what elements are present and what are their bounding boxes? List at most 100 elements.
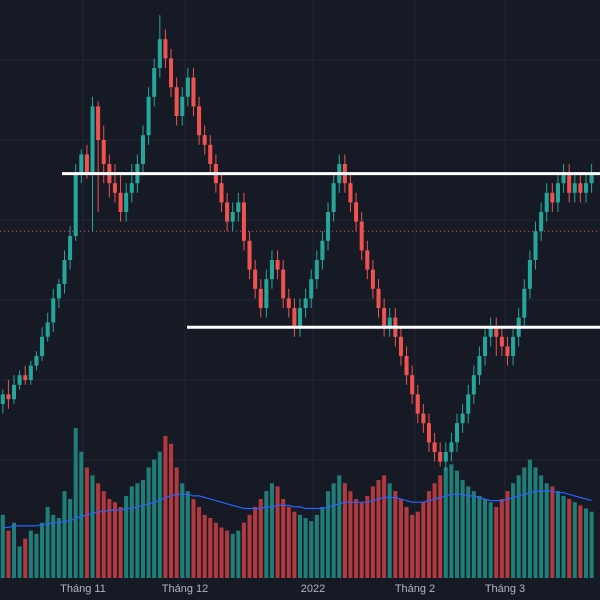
volume-bar — [180, 483, 185, 578]
volume-bar — [163, 435, 168, 578]
volume-bar — [561, 495, 566, 578]
candle-body — [550, 192, 555, 203]
candle-body — [426, 423, 431, 443]
candle — [404, 346, 409, 385]
candle-body — [68, 236, 73, 260]
candle-body — [269, 260, 274, 280]
volume-bar — [348, 491, 353, 578]
candle-body — [370, 269, 375, 289]
candle — [432, 432, 437, 462]
candle-body — [96, 106, 101, 140]
candle — [370, 260, 375, 299]
candle-body — [191, 77, 196, 107]
volume-bar — [197, 506, 202, 578]
volume-bar — [79, 451, 84, 578]
candle-body — [320, 240, 325, 260]
candle — [314, 250, 319, 289]
candle — [90, 96, 95, 232]
candle — [112, 164, 117, 203]
candle — [398, 327, 403, 366]
candle — [326, 202, 331, 251]
candle — [129, 164, 134, 203]
candle — [56, 279, 61, 308]
candle — [73, 164, 78, 241]
candle — [40, 327, 45, 361]
volume-bar — [51, 514, 56, 578]
candle-body — [34, 356, 39, 366]
candle-body — [157, 39, 162, 68]
candle-body — [281, 269, 286, 299]
candle-body — [578, 183, 583, 193]
candle-body — [443, 452, 448, 462]
volume-bar — [488, 502, 493, 578]
volume-bar — [12, 522, 17, 578]
volume-bar — [342, 483, 347, 578]
candle — [0, 389, 5, 414]
candle-body — [527, 260, 532, 289]
candle — [197, 96, 202, 145]
candle — [454, 413, 460, 452]
candle-body — [589, 173, 594, 184]
candle-body — [28, 365, 33, 380]
candle — [539, 202, 544, 241]
volume-bar — [297, 514, 303, 578]
candle — [348, 173, 353, 212]
candle-body — [382, 308, 387, 328]
candle-body — [40, 336, 45, 356]
candle — [219, 173, 224, 212]
candle-body — [331, 183, 336, 212]
volume-bar — [354, 499, 359, 578]
volume-bar — [550, 486, 555, 578]
candle — [572, 173, 577, 203]
candle — [140, 125, 146, 174]
volume-bar — [359, 502, 364, 578]
candle-body — [454, 423, 460, 443]
candle-body — [197, 106, 202, 136]
volume-bar — [387, 483, 392, 578]
volume-bar — [415, 511, 420, 578]
volume-bar — [45, 506, 50, 578]
volume-bar — [337, 475, 342, 578]
volume-bar — [494, 506, 499, 578]
candle-body — [477, 356, 482, 376]
volume-bar — [84, 467, 89, 578]
candle-body — [56, 284, 61, 299]
volume-bar — [539, 475, 544, 578]
candle-body — [101, 140, 106, 164]
candle-body — [432, 442, 437, 452]
candle-body — [309, 279, 314, 299]
candle — [163, 29, 168, 68]
candle-body — [354, 202, 359, 222]
candle-body — [421, 413, 426, 424]
candle-body — [567, 173, 572, 193]
volume-bar — [426, 491, 431, 578]
volume-bar — [443, 467, 448, 578]
candlesticks — [0, 15, 594, 472]
candle-body — [348, 183, 353, 203]
candle — [6, 380, 11, 409]
time-axis: Tháng 11 Tháng 12 2022 Tháng 2 Tháng 3 — [60, 583, 525, 595]
candle-body — [202, 135, 207, 145]
candle-body — [410, 375, 415, 395]
candle-body — [286, 298, 291, 308]
candle — [483, 327, 488, 366]
candle-body — [208, 144, 213, 164]
candle-body — [460, 413, 465, 424]
candle-body — [415, 394, 420, 414]
volume-bar — [527, 459, 532, 578]
candle — [471, 365, 476, 404]
candle-body — [225, 202, 230, 222]
volume-bar — [208, 518, 213, 578]
volume-bar — [124, 495, 129, 578]
volume-bar — [185, 491, 190, 578]
candle-body — [112, 183, 117, 193]
volume-bar — [118, 506, 123, 578]
candle-body — [124, 192, 129, 212]
candle-body — [275, 260, 280, 270]
candle — [550, 183, 555, 212]
candle-body — [303, 298, 308, 308]
candle — [443, 442, 448, 472]
candle-body — [297, 308, 303, 328]
